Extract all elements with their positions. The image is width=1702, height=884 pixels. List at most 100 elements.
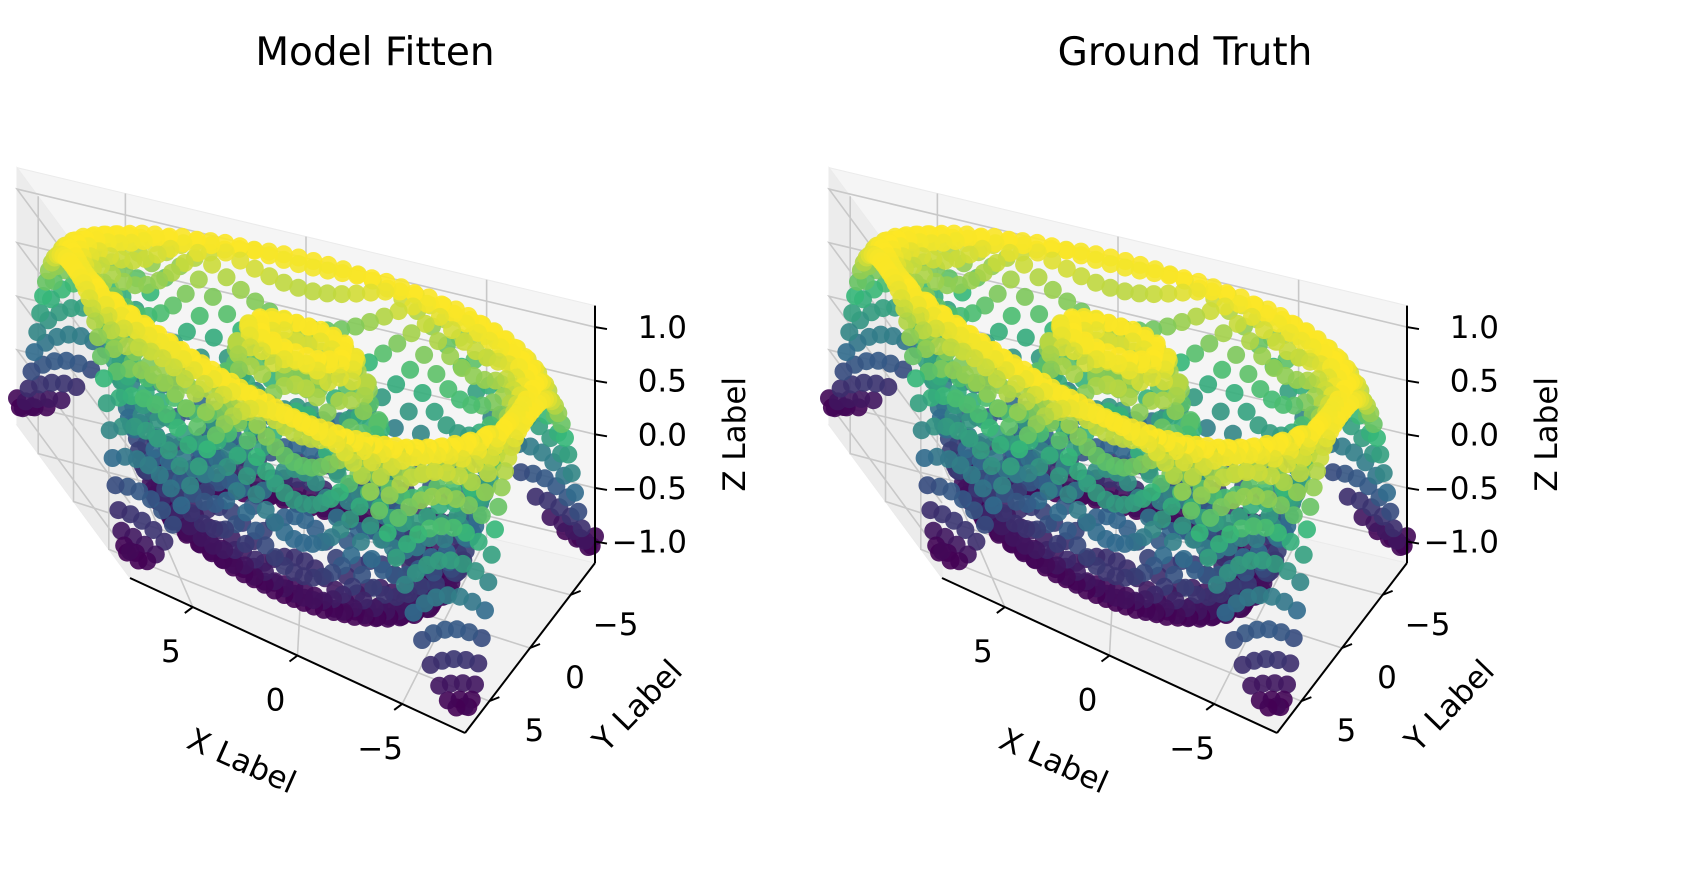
y-tick-label: 5 [1337, 713, 1357, 749]
data-point [177, 322, 196, 341]
data-point [1060, 415, 1079, 434]
data-point [1018, 426, 1037, 445]
data-point [973, 479, 992, 498]
data-point [330, 391, 349, 410]
data-point [332, 285, 351, 304]
y-tick-label: 0 [565, 660, 585, 696]
x-tick-label: 5 [973, 634, 993, 670]
data-point [1188, 282, 1207, 301]
data-point [987, 370, 1006, 388]
x-tick-mark [996, 606, 1006, 614]
data-point [134, 389, 153, 408]
subplot-title: Ground Truth [1058, 30, 1313, 75]
data-point [352, 466, 371, 485]
data-point [274, 273, 293, 292]
data-point [137, 421, 156, 440]
data-point [1050, 467, 1068, 486]
data-point [360, 313, 379, 331]
data-point [1345, 443, 1363, 462]
data-point [319, 373, 338, 392]
data-point [413, 384, 432, 402]
data-point [196, 403, 215, 422]
data-point [318, 403, 337, 422]
data-point [153, 501, 172, 520]
data-point [289, 278, 308, 297]
data-point [1059, 448, 1078, 466]
data-point [1068, 500, 1087, 519]
data-point [511, 463, 530, 482]
data-point [988, 284, 1007, 303]
data-point [1284, 506, 1303, 525]
data-point [1043, 280, 1062, 299]
data-point [486, 520, 504, 539]
data-point [28, 323, 47, 342]
data-point [482, 545, 501, 564]
data-point [1116, 258, 1135, 277]
data-point [975, 515, 994, 534]
data-point [439, 380, 458, 399]
data-point [361, 482, 380, 501]
data-point [479, 573, 498, 592]
data-point [416, 314, 435, 333]
data-point [25, 343, 44, 362]
data-point [427, 365, 446, 383]
data-point [998, 384, 1017, 403]
data-point [1015, 255, 1034, 274]
data-point [192, 528, 211, 547]
data-point [132, 361, 151, 380]
data-point [97, 394, 116, 413]
data-point [175, 254, 194, 272]
data-point [441, 347, 460, 366]
data-point [398, 535, 417, 554]
data-point [378, 523, 397, 542]
data-point [1374, 464, 1393, 483]
data-point [909, 394, 928, 413]
data-point [1228, 314, 1247, 333]
data-point [1001, 457, 1020, 476]
data-point [1014, 236, 1033, 255]
x-tick-label: 5 [161, 634, 181, 670]
data-point [982, 457, 1001, 475]
data-point [476, 601, 494, 620]
data-point [1041, 345, 1060, 364]
data-point [1187, 307, 1206, 326]
data-point [1378, 483, 1396, 502]
data-point [944, 361, 963, 380]
x-tick-label: −5 [1169, 731, 1215, 767]
data-point [188, 243, 207, 262]
data-point [989, 322, 1008, 341]
data-point [1237, 402, 1256, 421]
data-point [238, 431, 257, 450]
data-point [1190, 523, 1209, 542]
data-point [415, 345, 434, 364]
data-point [445, 304, 463, 323]
x-axis-label: X Label [994, 722, 1113, 802]
data-point [109, 501, 128, 520]
data-point [1173, 283, 1192, 302]
data-point [1173, 516, 1192, 535]
data-point [103, 449, 122, 467]
x-tick-mark [288, 654, 299, 663]
data-point [1068, 536, 1087, 555]
data-point [1000, 417, 1019, 436]
z-tick-label: −0.5 [612, 471, 687, 507]
data-point [1174, 550, 1193, 568]
data-point [231, 280, 250, 299]
data-point [1186, 561, 1205, 580]
data-point [163, 515, 182, 534]
data-point [1010, 440, 1029, 459]
data-point [266, 513, 285, 532]
data-point [1255, 321, 1274, 340]
data-point [34, 287, 53, 305]
data-point [1207, 575, 1226, 594]
data-point [333, 264, 352, 283]
data-point [846, 287, 865, 305]
data-point [496, 462, 514, 481]
data-point [438, 691, 457, 710]
data-point [248, 415, 267, 434]
data-point [1241, 332, 1260, 351]
data-point [904, 347, 922, 366]
y-axis-label: Y Label [585, 653, 690, 760]
data-point [217, 268, 236, 287]
data-point [469, 532, 488, 551]
